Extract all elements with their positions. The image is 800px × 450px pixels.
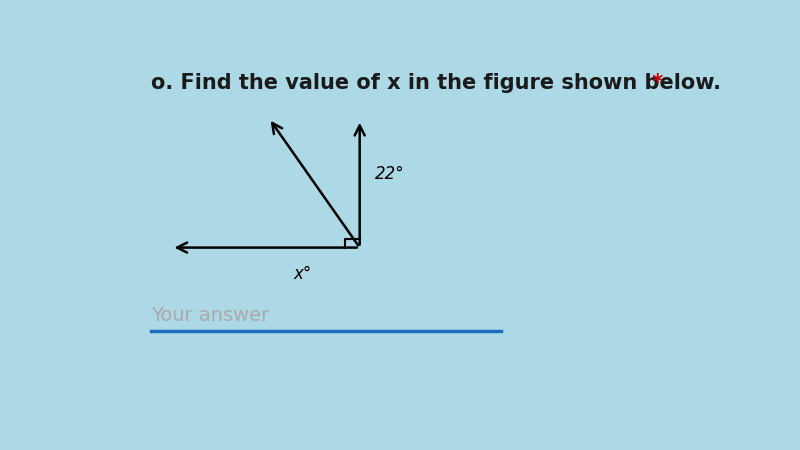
Text: *: * <box>646 73 663 94</box>
Text: x°: x° <box>294 265 312 283</box>
Text: Your answer: Your answer <box>151 306 270 324</box>
Text: o. Find the value of x in the figure shown below.: o. Find the value of x in the figure sho… <box>151 73 722 94</box>
Text: 22°: 22° <box>374 165 404 183</box>
